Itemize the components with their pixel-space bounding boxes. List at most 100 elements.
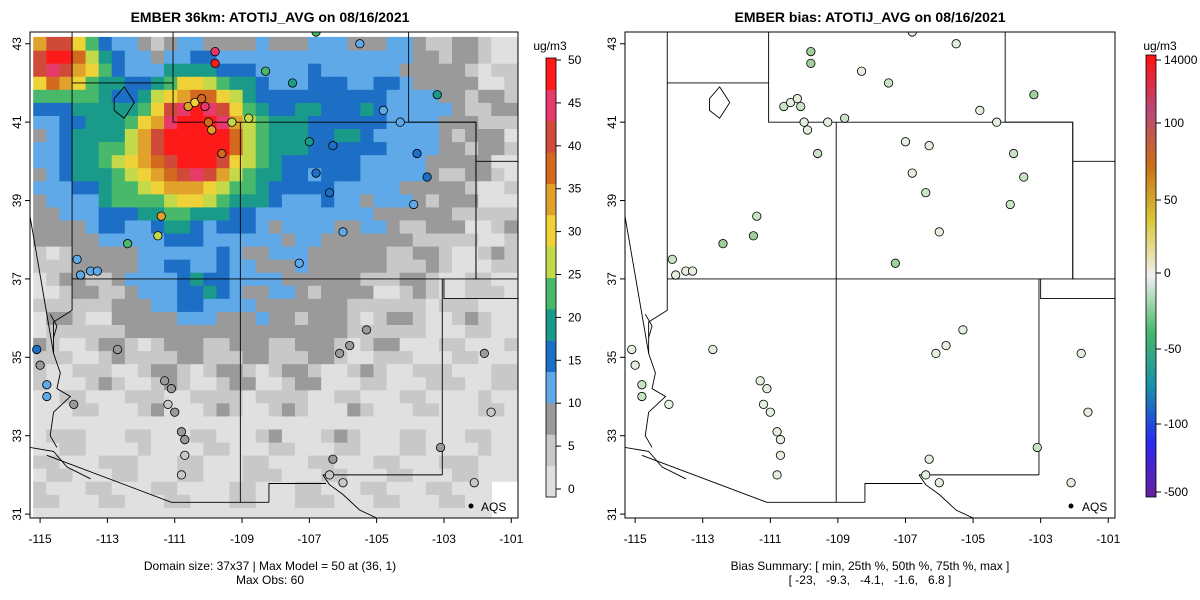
grid-cell <box>386 89 401 103</box>
grid-cell <box>177 180 191 195</box>
grid-cell <box>478 507 492 518</box>
site-marker <box>328 454 338 464</box>
grid-cell <box>491 245 506 260</box>
grid-cell <box>478 454 492 469</box>
grid-cell <box>111 402 126 417</box>
grid-cell <box>399 285 414 299</box>
grid-cell <box>294 206 309 221</box>
grid-cell <box>347 219 362 234</box>
grid-cell <box>452 389 466 404</box>
grid-cell <box>373 128 388 143</box>
grid-cell <box>399 481 414 495</box>
boundary-line <box>49 313 58 338</box>
grid-cell <box>111 428 126 443</box>
colorbar-segment <box>546 214 556 247</box>
grid-cell <box>360 337 375 352</box>
grid-cell <box>425 428 440 443</box>
grid-cell <box>281 141 296 156</box>
grid-cell <box>438 415 453 430</box>
grid-cell <box>203 167 218 182</box>
grid-cell <box>438 389 453 404</box>
grid-cell <box>216 428 231 443</box>
grid-cell <box>46 468 61 482</box>
grid-cell <box>216 36 231 51</box>
grid-cell <box>59 258 74 273</box>
grid-cell <box>229 154 244 169</box>
grid-cell <box>491 298 506 312</box>
grid-cell <box>360 402 375 417</box>
grid-cell <box>33 219 47 234</box>
grid-cell <box>255 389 270 404</box>
site-marker <box>758 399 769 409</box>
grid-cell <box>216 180 231 195</box>
grid-cell <box>478 36 492 51</box>
grid-cell <box>347 245 362 260</box>
grid-cell <box>111 494 126 508</box>
site-marker <box>324 188 335 198</box>
site-marker <box>200 101 210 112</box>
grid-cell <box>242 350 257 365</box>
grid-cell <box>321 337 335 352</box>
grid-cell <box>294 363 309 378</box>
grid-cell <box>281 206 296 221</box>
grid-cell <box>150 258 165 273</box>
x-tick-label: -107 <box>893 532 917 546</box>
grid-cell <box>111 36 126 51</box>
x-tick-label: -105 <box>365 532 389 546</box>
grid-cell <box>412 376 427 391</box>
grid-cell <box>321 232 335 247</box>
grid-cell <box>33 311 47 325</box>
grid-cell <box>281 415 296 430</box>
grid-cell <box>46 245 61 260</box>
grid-cell <box>412 454 427 469</box>
grid-cell <box>255 36 270 51</box>
grid-cell <box>150 245 165 260</box>
grid-cell <box>46 507 61 518</box>
grid-cell <box>229 219 244 234</box>
aqs-legend-dot <box>1068 503 1074 509</box>
grid-cell <box>399 507 414 518</box>
grid-cell <box>98 363 113 378</box>
site-marker <box>244 113 254 123</box>
grid-cell <box>177 245 191 260</box>
grid-cell <box>190 76 205 90</box>
grid-cell <box>203 285 218 299</box>
grid-cell <box>124 154 139 169</box>
grid-cell <box>321 481 335 495</box>
grid-cell <box>164 154 178 169</box>
site-marker <box>361 325 372 335</box>
grid-cell <box>46 494 61 508</box>
grid-cell <box>452 428 466 443</box>
grid-cell <box>229 337 244 352</box>
grid-cell <box>177 337 191 352</box>
grid-cell <box>216 219 231 234</box>
grid-cell <box>347 76 362 90</box>
grid-cell <box>190 468 205 482</box>
grid-cell <box>72 298 87 312</box>
grid-cell <box>46 102 61 116</box>
grid-cell <box>465 180 479 195</box>
grid-cell <box>321 154 335 169</box>
grid-cell <box>59 49 74 64</box>
grid-cell <box>425 415 440 430</box>
grid-cell <box>124 245 139 260</box>
grid-cell <box>229 494 244 508</box>
site-marker <box>890 258 900 268</box>
grid-cell <box>504 115 518 130</box>
x-tick-label: -109 <box>230 532 254 546</box>
grid-cell <box>294 376 309 391</box>
grid-cell <box>334 63 349 77</box>
grid-cell <box>203 376 218 391</box>
grid-cell <box>137 167 152 182</box>
grid-cell <box>255 219 270 234</box>
grid-cell <box>124 258 139 273</box>
y-tick-label: 43 <box>10 37 24 51</box>
grid-cell <box>124 298 139 312</box>
grid-cell <box>347 102 362 116</box>
grid-cell <box>360 167 375 182</box>
grid-cell <box>491 468 506 482</box>
grid-cell <box>294 232 309 247</box>
grid-cell <box>229 76 244 90</box>
grid-cell <box>321 389 335 404</box>
grid-cell <box>281 193 296 208</box>
